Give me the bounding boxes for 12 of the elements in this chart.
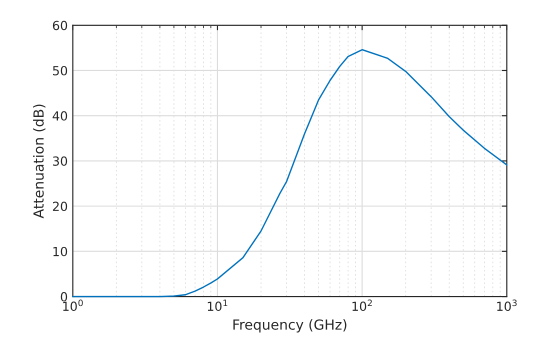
y-tick-label: 10 xyxy=(53,246,68,256)
x-axis-title: Frequency (GHz) xyxy=(233,319,346,333)
y-tick-label: 0 xyxy=(60,292,68,302)
y-tick-label: 40 xyxy=(52,111,68,121)
y-tick-label: 20 xyxy=(52,202,68,212)
x-tick-label: 10$^{1}$ xyxy=(208,300,228,312)
y-tick-label: 50 xyxy=(52,66,68,76)
x-tick-label: 10$^{2}$ xyxy=(352,300,372,311)
x-tick-label: 10$^{3}$ xyxy=(497,300,517,311)
y-tick-label: 60 xyxy=(52,20,68,30)
y-tick-label: 30 xyxy=(52,156,68,166)
y-axis-title: Attenuation (dB) xyxy=(33,104,46,218)
